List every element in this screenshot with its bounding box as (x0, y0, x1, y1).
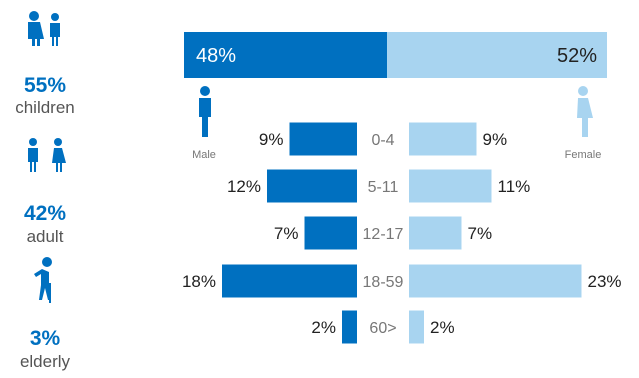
bar-male-5-11 (267, 169, 357, 203)
bar-female-60> (409, 310, 424, 344)
bar-male-12-17 (304, 216, 357, 250)
label-female-0-4: 9% (483, 130, 508, 149)
label-female-5-11: 11% (498, 177, 531, 196)
split-male-segment (184, 32, 388, 78)
female-icon (577, 86, 593, 137)
adult-percent: 42% (24, 202, 66, 225)
bar-male-60> (342, 310, 357, 344)
adult-label: adult (27, 227, 64, 246)
label-male-12-17: 7% (274, 224, 299, 243)
bar-female-0-4 (409, 122, 477, 156)
male-legend-label: Male (192, 149, 216, 161)
elderly-percent: 3% (30, 327, 61, 350)
elderly-label: elderly (20, 352, 71, 371)
label-male-18-59: 18% (182, 272, 216, 291)
children-icon (28, 11, 60, 46)
elderly-icon (34, 257, 52, 303)
bar-female-5-11 (409, 169, 492, 203)
label-male-5-11: 12% (227, 177, 261, 196)
children-percent: 55% (24, 74, 66, 97)
split-female-label: 52% (557, 45, 597, 67)
female-legend-label: Female (565, 149, 602, 161)
male-icon (199, 86, 211, 137)
label-male-60>: 2% (311, 318, 336, 337)
label-female-12-17: 7% (468, 224, 493, 243)
bar-female-12-17 (409, 216, 462, 250)
adults-icon (28, 138, 66, 172)
children-label: children (15, 98, 75, 117)
age-label-60>: 60> (369, 320, 396, 337)
label-female-18-59: 23% (588, 272, 622, 291)
age-pyramid: 9% 9% 0-4 12% 11% 5-11 7% 7% 12-17 18% 23% 18-59 2% 2… (182, 122, 622, 344)
age-label-12-17: 12-17 (363, 226, 404, 243)
label-female-60>: 2% (430, 318, 455, 337)
bar-male-18-59 (222, 264, 357, 298)
bar-female-18-59 (409, 264, 582, 298)
split-female-segment (387, 32, 607, 78)
age-label-0-4: 0-4 (371, 132, 394, 149)
age-label-18-59: 18-59 (363, 274, 404, 291)
bar-male-0-4 (289, 122, 357, 156)
gender-split-bar: 48% 52% (184, 32, 607, 78)
age-label-5-11: 5-11 (368, 179, 399, 196)
label-male-0-4: 9% (259, 130, 284, 149)
split-male-label: 48% (196, 45, 236, 67)
